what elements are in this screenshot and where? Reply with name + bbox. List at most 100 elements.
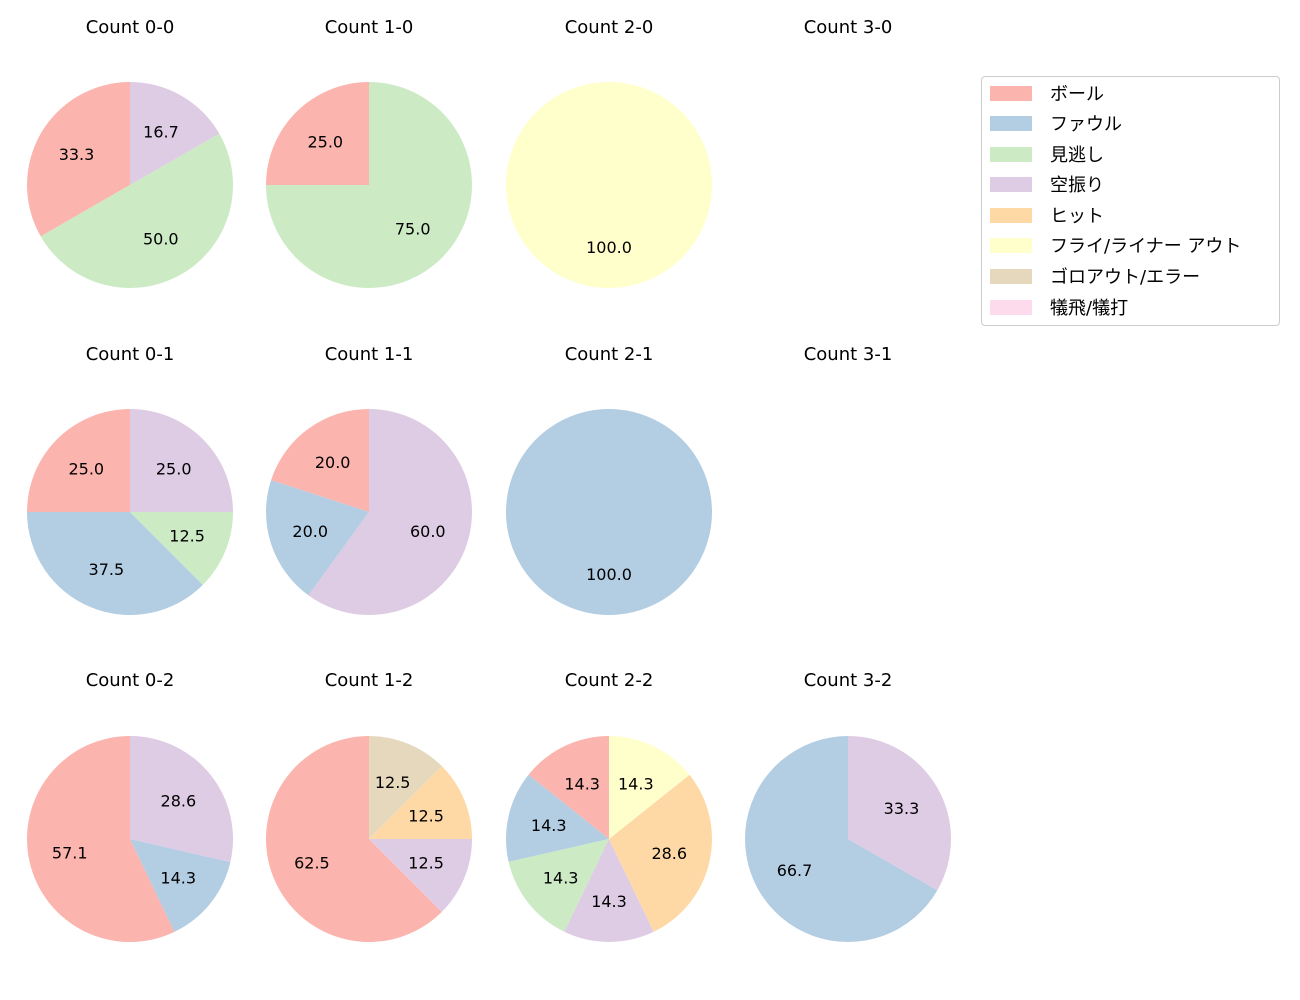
pie-slice: [271, 409, 369, 512]
slice-percent-label: 37.5: [89, 560, 125, 579]
pie-slice: [369, 839, 472, 912]
legend-swatch: [990, 237, 1032, 253]
slice-percent-label: 33.3: [884, 799, 920, 818]
pie-slice: [369, 766, 472, 839]
pie-title: Count 2-2: [564, 670, 654, 691]
pie-title: Count 0-2: [85, 670, 175, 691]
pie-title: Count 0-0: [85, 17, 175, 38]
slice-percent-label: 25.0: [156, 459, 192, 478]
legend-item-ball: ボール: [990, 83, 1104, 105]
pie-chart: 57.1 14.3 28.6: [27, 736, 233, 942]
pie-slice: [130, 82, 220, 185]
pie-chart: 20.0 20.0 60.0: [266, 409, 472, 615]
slice-percent-label: 75.0: [395, 220, 431, 239]
legend-label: ファウル: [1050, 114, 1122, 135]
pie-slice: [266, 480, 369, 596]
pie-chart: 14.3 14.3 14.3 14.3 28.6 14.3: [506, 736, 712, 942]
slice-percent-label: 33.3: [59, 145, 95, 164]
pie-slice: [528, 736, 609, 839]
pie-chart: 100.0: [506, 409, 712, 615]
legend-label: フライ/ライナー アウト: [1050, 236, 1242, 257]
slice-percent-label: 28.6: [161, 792, 197, 811]
slice-percent-label: 14.3: [160, 869, 196, 888]
pie-title: Count 2-0: [564, 17, 654, 38]
pie-slice: [564, 839, 654, 942]
pie-chart: 62.5 12.5 12.5 12.5: [266, 736, 472, 942]
pie-slice: [508, 839, 609, 932]
slice-percent-label: 66.7: [777, 861, 813, 880]
legend-item-sacrifice: 犠飛/犠打: [990, 297, 1129, 319]
pie-title: Count 1-2: [324, 670, 414, 691]
pie-slice: [130, 736, 233, 863]
pie-title: Count 1-1: [324, 344, 414, 365]
slice-percent-label: 16.7: [143, 123, 179, 142]
legend-swatch: [990, 85, 1032, 101]
pie-slice: [308, 409, 472, 615]
pie-chart: 25.0 75.0: [266, 82, 472, 288]
slice-percent-label: 14.3: [618, 774, 654, 793]
pie-slice: [609, 736, 690, 839]
legend-swatch: [990, 115, 1032, 131]
pie-slice: [506, 409, 712, 615]
pie-chart: 33.3 50.0 16.7: [26, 82, 234, 288]
slice-percent-label: 12.5: [408, 806, 444, 825]
pie-slice: [609, 774, 712, 932]
pie-slice: [745, 736, 938, 942]
pie-slice: [27, 409, 130, 512]
legend-label: ヒット: [1050, 206, 1104, 227]
slice-percent-label: 28.6: [651, 844, 687, 863]
slice-percent-label: 62.5: [294, 854, 330, 873]
pie-title: Count 3-2: [803, 670, 893, 691]
slice-percent-label: 57.1: [52, 844, 88, 863]
pie-chart: 100.0: [506, 82, 712, 288]
legend-label: 空振り: [1050, 175, 1104, 196]
slice-percent-label: 25.0: [307, 132, 343, 151]
legend-item-foul: ファウル: [990, 113, 1122, 135]
legend-swatch: [990, 299, 1032, 315]
pie-slice: [27, 512, 203, 615]
legend-label: 見逃し: [1050, 145, 1104, 166]
pie-title: Count 2-1: [564, 344, 654, 365]
slice-percent-label: 12.5: [169, 527, 205, 546]
legend-item-hit: ヒット: [990, 205, 1104, 227]
pie-slice: [848, 736, 951, 891]
slice-percent-label: 50.0: [143, 230, 179, 249]
slice-percent-label: 100.0: [586, 238, 632, 257]
slice-percent-label: 14.3: [543, 869, 579, 888]
pie-slice: [506, 82, 712, 288]
pie-title: Count 1-0: [324, 17, 414, 38]
slice-percent-label: 20.0: [315, 453, 351, 472]
legend-swatch: [990, 176, 1032, 192]
pie-slice: [40, 133, 234, 288]
legend-swatch: [990, 207, 1032, 223]
pie-chart: 25.0 37.5 12.5 25.0: [27, 409, 233, 615]
pie-slice: [506, 774, 609, 862]
pie-slice: [130, 839, 231, 932]
legend-label: ゴロアウト/エラー: [1050, 267, 1201, 288]
legend-item-ground-out: ゴロアウト/エラー: [990, 266, 1201, 288]
legend-item-swinging-strike: 空振り: [990, 174, 1104, 196]
slice-percent-label: 14.3: [531, 816, 567, 835]
slice-percent-label: 20.0: [292, 522, 328, 541]
pie-chart: 66.7 33.3: [745, 736, 951, 942]
slice-percent-label: 100.0: [586, 565, 632, 584]
slice-percent-label: 12.5: [375, 773, 411, 792]
legend: ボール ファウル 見逃し 空振り ヒット フライ/ライナー アウト ゴロアウト/…: [981, 76, 1280, 326]
slice-percent-label: 14.3: [591, 892, 627, 911]
pie-slice: [266, 82, 472, 288]
pie-slice: [266, 736, 442, 942]
slice-percent-label: 60.0: [410, 522, 446, 541]
pie-slice: [266, 82, 369, 185]
slice-percent-label: 25.0: [68, 459, 104, 478]
slice-percent-label: 14.3: [564, 774, 600, 793]
pie-slice: [130, 512, 233, 585]
legend-swatch: [990, 146, 1032, 162]
legend-label: ボール: [1050, 84, 1104, 105]
pie-slice: [130, 409, 233, 512]
legend-label: 犠飛/犠打: [1050, 298, 1129, 319]
pie-title: Count 0-1: [85, 344, 175, 365]
pie-slice: [369, 736, 442, 839]
legend-swatch: [990, 268, 1032, 284]
slice-percent-label: 12.5: [408, 854, 444, 873]
pie-slice: [26, 82, 131, 237]
